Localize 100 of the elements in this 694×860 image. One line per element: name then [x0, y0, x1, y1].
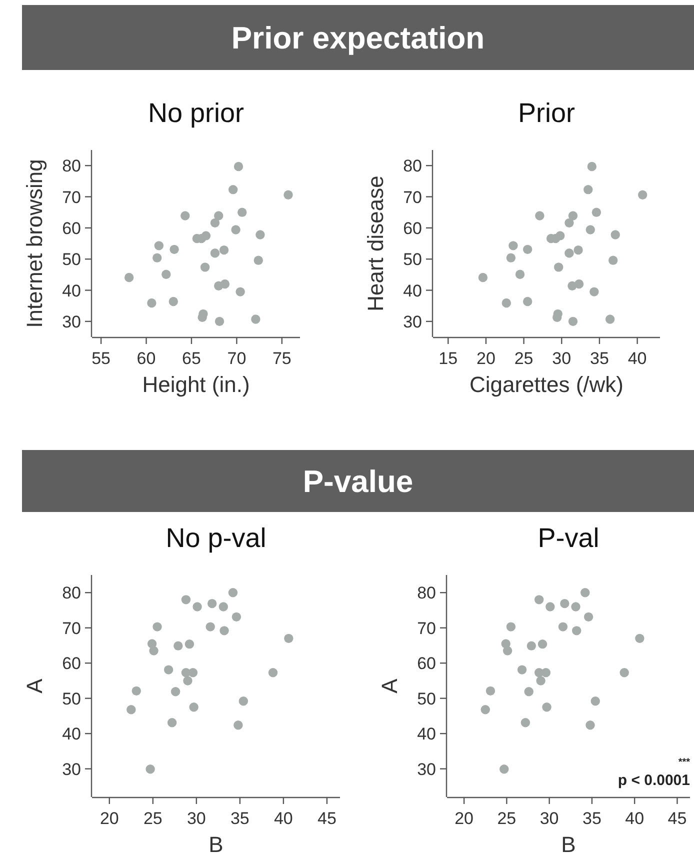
point: [146, 764, 155, 774]
point: [201, 231, 211, 240]
point: [256, 230, 265, 240]
x-tick-label: 40: [274, 809, 293, 828]
point: [635, 634, 644, 644]
x-tick-label: 70: [227, 349, 246, 368]
point: [238, 208, 247, 217]
point: [587, 162, 596, 172]
point: [586, 720, 595, 730]
chart-title: No p-val: [166, 523, 266, 553]
point: [500, 764, 509, 774]
point: [524, 687, 534, 696]
point: [572, 626, 582, 636]
point: [564, 248, 574, 258]
y-axis-title: Internet browsing: [22, 159, 47, 328]
point: [508, 241, 518, 250]
y-axis-title: Heart disease: [363, 176, 388, 312]
point: [526, 641, 536, 650]
point: [535, 211, 544, 220]
y-tick-label: 30: [403, 312, 422, 332]
point: [554, 262, 564, 272]
y-tick-label: 50: [62, 250, 81, 270]
y-tick-label: 50: [403, 250, 422, 270]
x-tick-label: 55: [92, 349, 111, 368]
chart-title: No prior: [148, 98, 244, 128]
point: [571, 602, 580, 612]
point: [124, 272, 134, 282]
x-tick-label: 75: [272, 349, 292, 368]
x-tick-label: 30: [186, 809, 206, 828]
x-tick-label: 20: [454, 809, 474, 828]
point: [592, 208, 602, 217]
point: [210, 248, 220, 258]
point: [232, 612, 242, 622]
point: [522, 244, 532, 254]
point: [506, 622, 516, 632]
point: [620, 668, 629, 678]
y-tick-label: 40: [403, 281, 422, 300]
y-tick-label: 30: [62, 760, 81, 779]
point: [586, 225, 595, 234]
point: [180, 211, 190, 220]
point: [192, 602, 202, 612]
point: [580, 588, 590, 598]
point: [610, 230, 620, 240]
point: [590, 287, 599, 296]
y-tick-label: 50: [62, 689, 81, 708]
point: [152, 253, 162, 262]
point: [214, 211, 224, 220]
point: [515, 270, 525, 279]
point: [164, 665, 174, 674]
point: [181, 595, 191, 604]
y-tick-label: 50: [417, 689, 436, 708]
x-tick-label: 20: [476, 349, 496, 368]
x-axis-title: Cigarettes (/wk): [469, 372, 624, 397]
x-tick-label: 35: [582, 809, 602, 828]
point: [220, 626, 229, 636]
point: [284, 634, 294, 644]
point: [517, 665, 527, 674]
point: [534, 595, 544, 604]
x-tick-label: 25: [514, 349, 534, 368]
point: [560, 598, 570, 608]
point: [506, 253, 516, 262]
point: [152, 622, 162, 632]
point: [568, 316, 578, 326]
point: [218, 602, 228, 612]
x-tick-label: 60: [136, 349, 156, 368]
point: [522, 296, 532, 306]
point: [170, 244, 179, 254]
point: [132, 686, 141, 696]
point: [188, 668, 198, 678]
y-tick-label: 70: [62, 188, 81, 207]
point: [268, 668, 278, 678]
x-tick-label: 35: [230, 809, 250, 828]
point: [584, 612, 594, 622]
x-axis-title: B: [208, 832, 224, 857]
point: [584, 184, 593, 194]
point: [480, 705, 490, 714]
point: [564, 218, 574, 228]
point: [536, 676, 546, 686]
y-tick-label: 70: [62, 618, 81, 638]
point: [568, 211, 578, 220]
text: Prior expectation: [231, 20, 485, 56]
point: [126, 705, 136, 714]
point: [219, 245, 229, 255]
point: [574, 279, 584, 289]
point: [162, 270, 171, 279]
point: [184, 639, 194, 649]
point: [556, 231, 565, 240]
point: [189, 702, 198, 712]
point: [478, 272, 488, 282]
point: [574, 245, 583, 255]
point: [234, 162, 244, 172]
point: [149, 646, 158, 656]
point: [168, 296, 178, 306]
y-tick-label: 30: [62, 312, 81, 332]
point: [520, 718, 530, 728]
point: [254, 256, 263, 265]
y-tick-label: 60: [417, 654, 436, 674]
x-tick-label: 40: [628, 349, 647, 368]
x-tick-label: 30: [540, 809, 559, 828]
point: [234, 720, 243, 730]
